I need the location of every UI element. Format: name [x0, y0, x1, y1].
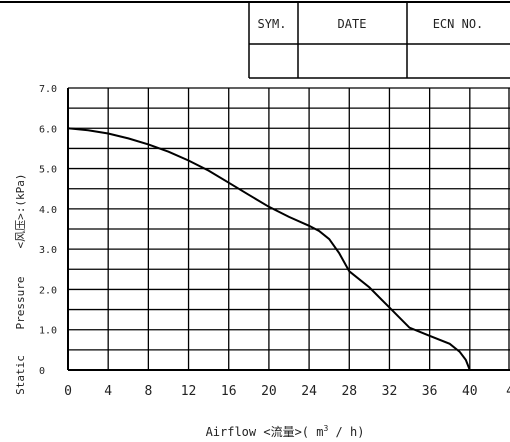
pressure-airflow-curve — [67, 127, 471, 371]
x-tick-label: 28 — [341, 384, 357, 399]
x-tick-label: 32 — [382, 384, 398, 399]
x-tick-label: 8 — [144, 384, 152, 399]
x-tick-label: 24 — [301, 384, 317, 399]
header-sym: SYM. — [258, 17, 287, 31]
y-tick-label: 1.0 — [39, 326, 57, 337]
y-axis-title-unit: <风压>:(kPa) — [14, 174, 27, 249]
y-tick-label: 7.0 — [39, 84, 57, 95]
y-axis-title-pressure: Pressure — [14, 277, 27, 330]
x-axis-title: Airflow <流量>( m3 / h) — [206, 424, 365, 439]
y-tick-label: 2.0 — [39, 285, 57, 296]
x-axis-title-sup: 3 — [323, 424, 328, 433]
x-tick-label: 36 — [422, 384, 438, 399]
y-tick-label: 6.0 — [39, 124, 57, 135]
y-tick-label: 4.0 — [39, 205, 57, 216]
x-tick-labels: 0 4 8 12 16 20 24 28 32 36 40 4 — [64, 384, 510, 399]
header-ecn-no: ECN NO. — [433, 17, 484, 31]
y-tick-label: 3.0 — [39, 245, 57, 256]
x-tick-label: 12 — [181, 384, 197, 399]
title-block: SYM. DATE ECN NO. — [0, 1, 510, 79]
x-tick-label: 16 — [221, 384, 237, 399]
x-tick-label: 4 — [506, 384, 510, 399]
x-axis-title-main: Airflow <流量>( m — [206, 425, 324, 439]
y-tick-label: 0 — [39, 366, 45, 377]
plot-grid — [67, 87, 510, 371]
x-tick-label: 0 — [64, 384, 72, 399]
x-axis-title-tail: / h) — [328, 425, 364, 439]
x-tick-label: 20 — [261, 384, 277, 399]
y-tick-label: 5.0 — [39, 165, 57, 176]
x-tick-label: 40 — [462, 384, 478, 399]
y-axis-title-static: Static — [14, 355, 27, 395]
header-date: DATE — [338, 17, 367, 31]
x-tick-label: 4 — [104, 384, 112, 399]
y-tick-labels: 0 1.0 2.0 3.0 4.0 5.0 6.0 7.0 — [39, 84, 57, 377]
